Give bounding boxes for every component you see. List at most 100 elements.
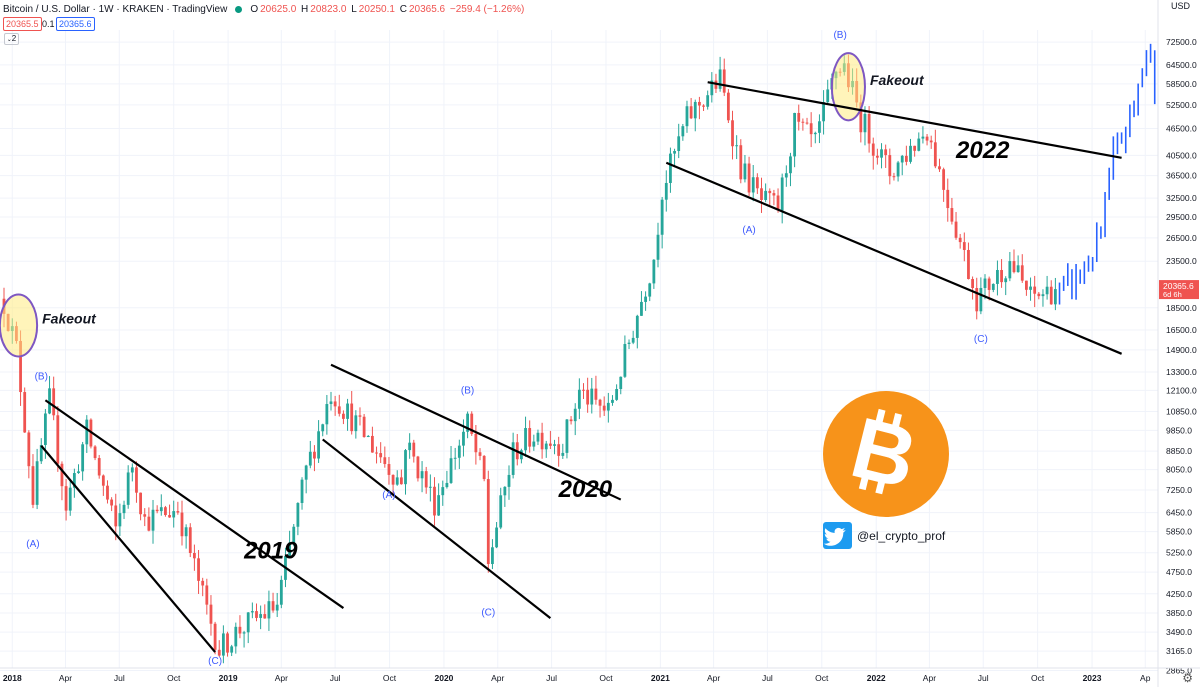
time-tick-label: Jul <box>546 673 557 683</box>
candle-body <box>337 406 341 414</box>
candle-body <box>590 388 594 405</box>
candle-body <box>416 456 420 479</box>
candle-body <box>983 278 987 288</box>
candle-body <box>760 188 763 201</box>
candle-body <box>755 177 759 189</box>
fakeout-label: Fakeout <box>42 311 97 327</box>
candle-body <box>689 106 693 119</box>
candle-body <box>342 413 345 419</box>
candle-body <box>205 585 209 605</box>
candle-body <box>809 123 813 135</box>
ask-price-box[interactable]: 20365.6 <box>56 17 95 31</box>
trendline[interactable] <box>44 399 345 609</box>
trendline[interactable] <box>330 363 622 501</box>
candle-body <box>275 604 279 611</box>
price-axis[interactable]: 72500.0 64500.0 58500.0 52500.0 46500.0 40500… <box>1157 0 1199 687</box>
candle-body <box>652 259 656 284</box>
candle-body <box>184 527 188 537</box>
price-tick-label: 3850.0 <box>1166 608 1192 618</box>
candle-body <box>867 113 871 144</box>
candle-body <box>553 444 556 446</box>
candle-body <box>706 95 710 107</box>
candle-body <box>110 499 114 506</box>
candle-body <box>1049 286 1053 305</box>
time-tick-label: Oct <box>167 673 181 683</box>
price-tick-label: 46500.0 <box>1166 124 1197 134</box>
candle-body <box>209 604 213 624</box>
candle-body <box>114 505 118 527</box>
candle-body <box>685 106 689 127</box>
time-tick-label: Jul <box>978 673 989 683</box>
candle-body <box>362 416 366 438</box>
candle-body <box>573 408 577 422</box>
candle-body <box>611 399 614 403</box>
candle-body <box>354 415 358 432</box>
candle-body <box>333 401 337 407</box>
trendline[interactable] <box>665 161 1123 355</box>
last-price-tag <box>1159 280 1199 300</box>
candle-body <box>698 101 701 106</box>
candle-body <box>259 614 263 618</box>
annotations: Fakeout Fakeout (B) (A) (C) (B) (A) (C) (B) (A) (C… <box>26 30 1010 667</box>
candle-body <box>313 451 316 459</box>
candle-body <box>996 270 999 284</box>
price-tick-label: 8850.0 <box>1166 446 1192 456</box>
candle-body <box>962 242 966 250</box>
ohlc-values: O 20625.0 H 20823.0 L 20250.1 C 20365.6 −259… <box>250 3 525 15</box>
candle-body <box>221 633 225 656</box>
candle-body <box>975 288 979 312</box>
price-tick-label: 12100.0 <box>1166 385 1197 395</box>
candle-body <box>528 428 532 447</box>
price-tick-label: 4750.0 <box>1166 567 1192 577</box>
candle-body <box>317 431 320 459</box>
symbol-title[interactable]: Bitcoin / U.S. Dollar · 1W · KRAKEN · Tr… <box>3 3 228 15</box>
candle-body <box>619 376 623 390</box>
time-tick-label: Apr <box>707 673 720 683</box>
indicators-toggle[interactable]: ⌄2 <box>4 33 19 45</box>
trendline[interactable] <box>707 81 1122 159</box>
candle-body <box>925 136 929 141</box>
time-tick-label: Jul <box>114 673 125 683</box>
candle-body <box>23 392 27 433</box>
candle-body <box>942 169 946 190</box>
time-axis[interactable]: 2018 Apr Jul Oct 2019 Apr Jul Oct 2020 Apr Jul Oct 2… <box>0 667 1200 683</box>
candle-body <box>358 415 362 417</box>
time-tick-label: Oct <box>599 673 613 683</box>
candle-body <box>370 435 374 453</box>
candle-body <box>226 633 229 653</box>
candle-body <box>399 477 403 485</box>
candle-body <box>958 237 962 243</box>
candle-body <box>503 486 507 496</box>
candle-body <box>669 153 672 183</box>
price-tick-label: 23500.0 <box>1166 256 1197 266</box>
trendline[interactable] <box>40 445 216 653</box>
candle-body <box>702 105 705 107</box>
trendline[interactable] <box>322 438 552 620</box>
candle-body <box>437 495 441 516</box>
candle-body <box>1029 286 1032 290</box>
gear-icon[interactable]: ⚙ <box>1182 671 1193 685</box>
candle-body <box>801 121 805 123</box>
candle-body <box>193 552 196 559</box>
year-label: 2020 <box>558 476 613 503</box>
candle-body <box>793 112 797 157</box>
bid-price-box[interactable]: 20365.5 <box>3 17 42 31</box>
candle-body <box>1016 265 1020 273</box>
candle-body <box>470 413 474 434</box>
currency-label[interactable]: USD <box>1170 1 1190 11</box>
candle-body <box>507 474 511 487</box>
time-tick-label: Apr <box>59 673 72 683</box>
candle-body <box>797 112 801 122</box>
candle-body <box>135 467 138 493</box>
candle-body <box>39 444 43 462</box>
trendlines[interactable] <box>40 81 1123 653</box>
time-tick-label: Ap <box>1140 673 1151 683</box>
year-label: 2022 <box>955 137 1010 164</box>
candle-body <box>126 472 130 505</box>
price-tick-label: 72500.0 <box>1166 37 1197 47</box>
candle-body <box>511 442 515 475</box>
candle-body <box>780 177 784 211</box>
candle-body <box>1012 261 1016 273</box>
candle-body <box>97 458 101 476</box>
